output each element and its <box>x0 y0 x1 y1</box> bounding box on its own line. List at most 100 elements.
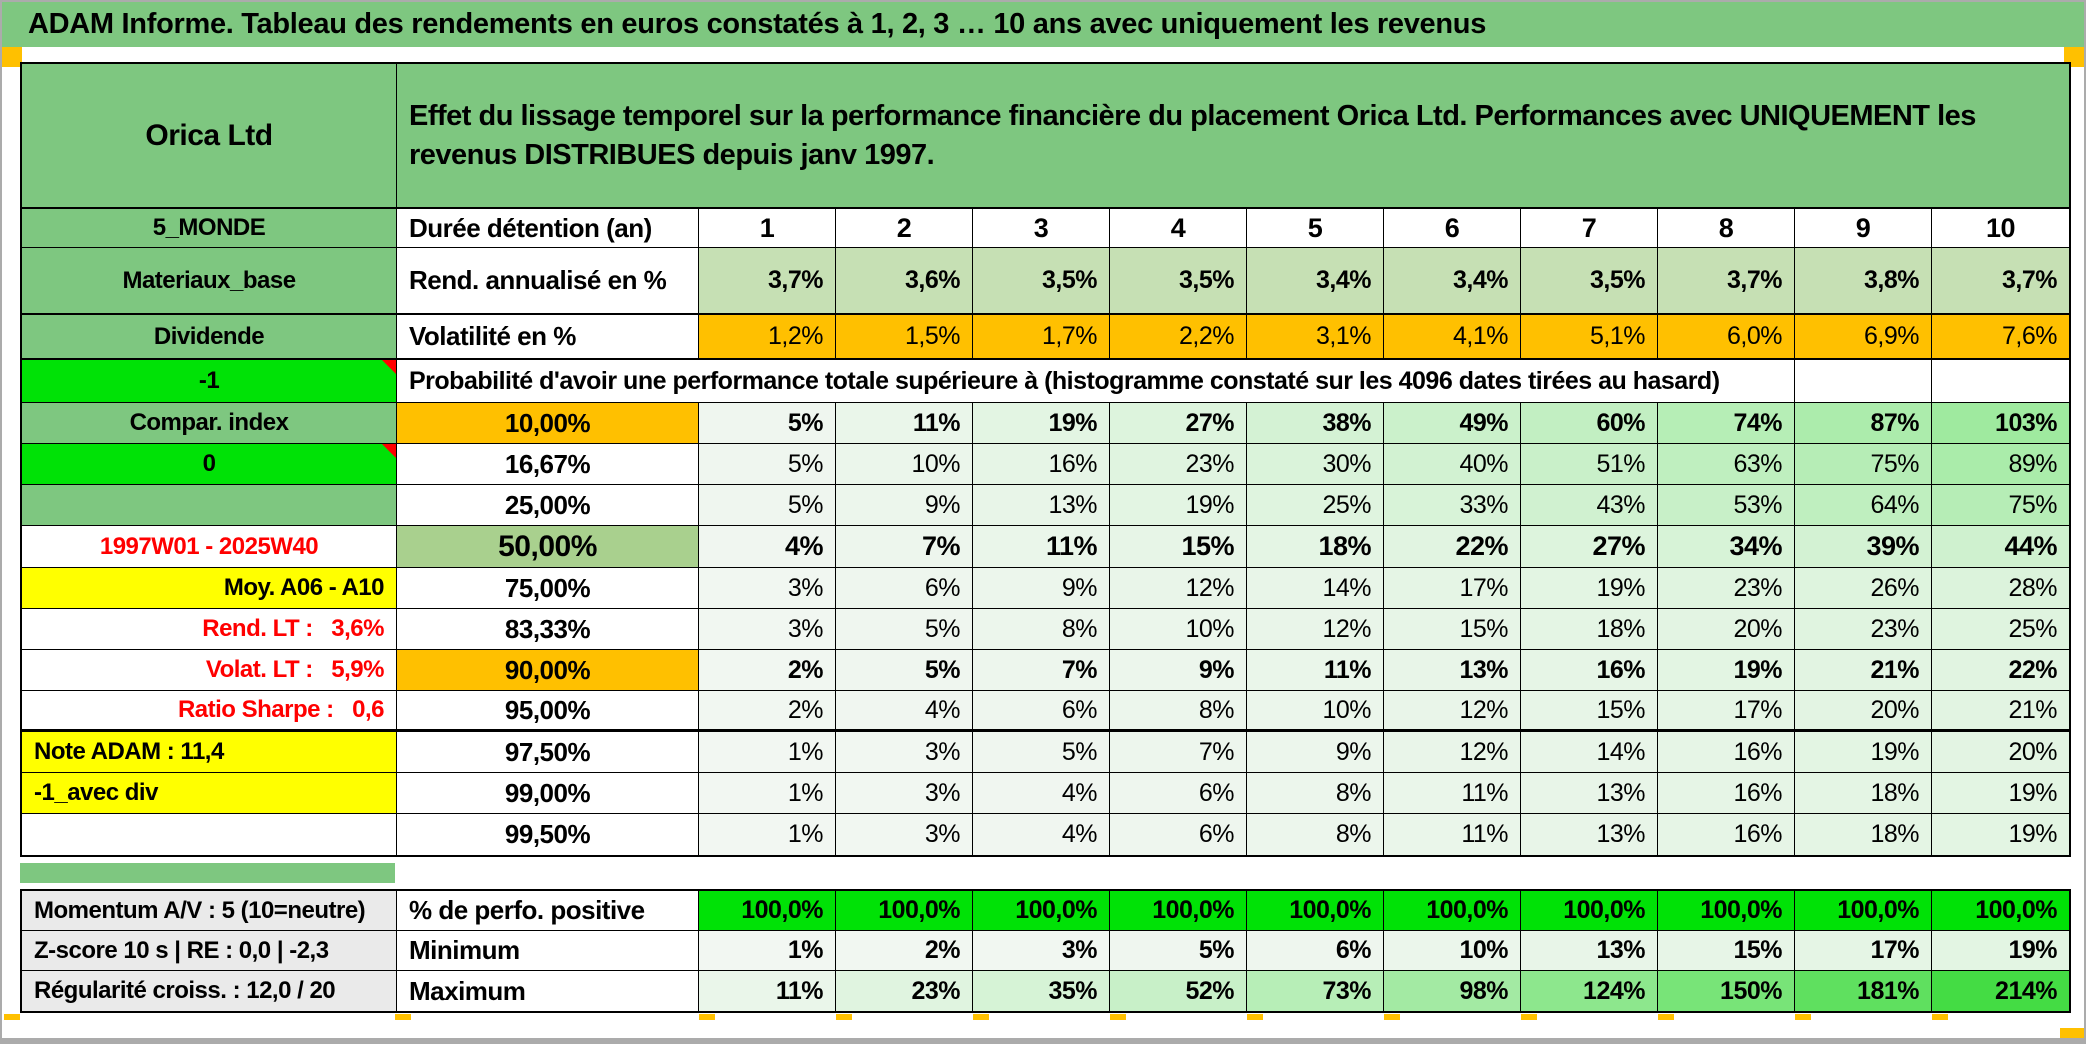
cell-r14-c7[interactable]: 13% <box>1521 814 1658 855</box>
cell-r11-c6[interactable]: 12% <box>1384 691 1521 729</box>
cell-r6-c4[interactable]: 19% <box>1110 485 1247 525</box>
row-label-10[interactable]: Volat. LT : 5,9% <box>22 650 397 690</box>
cell-r7-c2[interactable]: 7% <box>836 526 973 567</box>
row-label-14[interactable] <box>22 814 397 855</box>
cell-r13-c2[interactable]: 3% <box>836 773 973 813</box>
cell-r13-c9[interactable]: 18% <box>1795 773 1932 813</box>
cell-r9-c9[interactable]: 23% <box>1795 609 1932 649</box>
row-metric-11[interactable]: 95,00% <box>397 691 699 729</box>
cell-r8-c1[interactable]: 3% <box>699 568 836 608</box>
cell-r0-c5[interactable]: 5 <box>1247 209 1384 247</box>
cell-r7-c3[interactable]: 11% <box>973 526 1110 567</box>
cell-r4-c5[interactable]: 38% <box>1247 403 1384 443</box>
cell-r9-c4[interactable]: 10% <box>1110 609 1247 649</box>
summary-cell-r2-c9[interactable]: 181% <box>1795 971 1932 1011</box>
summary-cell-r1-c10[interactable]: 19% <box>1932 931 2069 970</box>
summary-cell-r0-c2[interactable]: 100,0% <box>836 891 973 930</box>
cell-r8-c6[interactable]: 17% <box>1384 568 1521 608</box>
corner-title-cell[interactable]: Orica Ltd <box>22 64 397 207</box>
cell-r6-c5[interactable]: 25% <box>1247 485 1384 525</box>
summary-cell-r1-c3[interactable]: 3% <box>973 931 1110 970</box>
row-metric-2[interactable]: Volatilité en % <box>397 315 699 358</box>
cell-r4-c6[interactable]: 49% <box>1384 403 1521 443</box>
summary-metric-1[interactable]: Minimum <box>397 931 699 970</box>
cell-r12-c10[interactable]: 20% <box>1932 732 2069 772</box>
cell-r9-c5[interactable]: 12% <box>1247 609 1384 649</box>
cell-r12-c9[interactable]: 19% <box>1795 732 1932 772</box>
cell-r1-c7[interactable]: 3,5% <box>1521 248 1658 313</box>
cell-r2-c7[interactable]: 5,1% <box>1521 315 1658 358</box>
green-separator-cell[interactable] <box>20 863 395 883</box>
cell-r9-c10[interactable]: 25% <box>1932 609 2069 649</box>
summary-cell-r0-c10[interactable]: 100,0% <box>1932 891 2069 930</box>
cell-r10-c8[interactable]: 19% <box>1658 650 1795 690</box>
row-metric-12[interactable]: 97,50% <box>397 732 699 772</box>
cell-r12-c8[interactable]: 16% <box>1658 732 1795 772</box>
cell-r12-c7[interactable]: 14% <box>1521 732 1658 772</box>
summary-label-2[interactable]: Régularité croiss. : 12,0 / 20 <box>22 971 397 1011</box>
cell-r13-c8[interactable]: 16% <box>1658 773 1795 813</box>
cell-r1-c3[interactable]: 3,5% <box>973 248 1110 313</box>
cell-r11-c4[interactable]: 8% <box>1110 691 1247 729</box>
cell-r10-c3[interactable]: 7% <box>973 650 1110 690</box>
row-label-5[interactable]: 0 <box>22 444 397 484</box>
cell-r5-c9[interactable]: 75% <box>1795 444 1932 484</box>
cell-r5-c5[interactable]: 30% <box>1247 444 1384 484</box>
cell-r8-c10[interactable]: 28% <box>1932 568 2069 608</box>
cell-r8-c5[interactable]: 14% <box>1247 568 1384 608</box>
cell-r0-c10[interactable]: 10 <box>1932 209 2069 247</box>
cell-r1-c2[interactable]: 3,6% <box>836 248 973 313</box>
cell-r11-c3[interactable]: 6% <box>973 691 1110 729</box>
cell-r5-c4[interactable]: 23% <box>1110 444 1247 484</box>
row-metric-1[interactable]: Rend. annualisé en % <box>397 248 699 313</box>
cell-r7-c9[interactable]: 39% <box>1795 526 1932 567</box>
cell-r4-c7[interactable]: 60% <box>1521 403 1658 443</box>
row-label-1[interactable]: Materiaux_base <box>22 248 397 313</box>
summary-cell-r2-c8[interactable]: 150% <box>1658 971 1795 1011</box>
summary-cell-r0-c4[interactable]: 100,0% <box>1110 891 1247 930</box>
row-label-7[interactable]: 1997W01 - 2025W40 <box>22 526 397 567</box>
cell-r13-c6[interactable]: 11% <box>1384 773 1521 813</box>
cell-r2-c6[interactable]: 4,1% <box>1384 315 1521 358</box>
cell-r0-c7[interactable]: 7 <box>1521 209 1658 247</box>
summary-cell-r1-c9[interactable]: 17% <box>1795 931 1932 970</box>
empty-cell-3-1[interactable] <box>1932 360 2069 402</box>
cell-r4-c4[interactable]: 27% <box>1110 403 1247 443</box>
cell-r8-c2[interactable]: 6% <box>836 568 973 608</box>
cell-r14-c2[interactable]: 3% <box>836 814 973 855</box>
cell-r10-c10[interactable]: 22% <box>1932 650 2069 690</box>
row-label-8[interactable]: Moy. A06 - A10 <box>22 568 397 608</box>
summary-cell-r0-c7[interactable]: 100,0% <box>1521 891 1658 930</box>
summary-metric-0[interactable]: % de perfo. positive <box>397 891 699 930</box>
cell-r1-c1[interactable]: 3,7% <box>699 248 836 313</box>
cell-r9-c2[interactable]: 5% <box>836 609 973 649</box>
summary-cell-r0-c8[interactable]: 100,0% <box>1658 891 1795 930</box>
cell-r0-c6[interactable]: 6 <box>1384 209 1521 247</box>
summary-cell-r1-c8[interactable]: 15% <box>1658 931 1795 970</box>
cell-r1-c4[interactable]: 3,5% <box>1110 248 1247 313</box>
cell-r10-c6[interactable]: 13% <box>1384 650 1521 690</box>
cell-r8-c8[interactable]: 23% <box>1658 568 1795 608</box>
cell-r11-c7[interactable]: 15% <box>1521 691 1658 729</box>
cell-r2-c5[interactable]: 3,1% <box>1247 315 1384 358</box>
row-label-9[interactable]: Rend. LT : 3,6% <box>22 609 397 649</box>
description-cell[interactable]: Effet du lissage temporel sur la perform… <box>397 64 2069 207</box>
row-label-12[interactable]: Note ADAM : 11,4 <box>22 732 397 772</box>
cell-r4-c1[interactable]: 5% <box>699 403 836 443</box>
summary-cell-r2-c5[interactable]: 73% <box>1247 971 1384 1011</box>
cell-r2-c8[interactable]: 6,0% <box>1658 315 1795 358</box>
cell-r5-c6[interactable]: 40% <box>1384 444 1521 484</box>
cell-r10-c1[interactable]: 2% <box>699 650 836 690</box>
cell-r11-c2[interactable]: 4% <box>836 691 973 729</box>
cell-r10-c2[interactable]: 5% <box>836 650 973 690</box>
summary-cell-r1-c2[interactable]: 2% <box>836 931 973 970</box>
summary-label-1[interactable]: Z-score 10 s | RE : 0,0 | -2,3 <box>22 931 397 970</box>
cell-r1-c5[interactable]: 3,4% <box>1247 248 1384 313</box>
summary-cell-r0-c3[interactable]: 100,0% <box>973 891 1110 930</box>
summary-cell-r1-c4[interactable]: 5% <box>1110 931 1247 970</box>
cell-r6-c2[interactable]: 9% <box>836 485 973 525</box>
cell-r14-c1[interactable]: 1% <box>699 814 836 855</box>
row-label-11[interactable]: Ratio Sharpe : 0,6 <box>22 691 397 729</box>
cell-r5-c10[interactable]: 89% <box>1932 444 2069 484</box>
cell-r5-c3[interactable]: 16% <box>973 444 1110 484</box>
